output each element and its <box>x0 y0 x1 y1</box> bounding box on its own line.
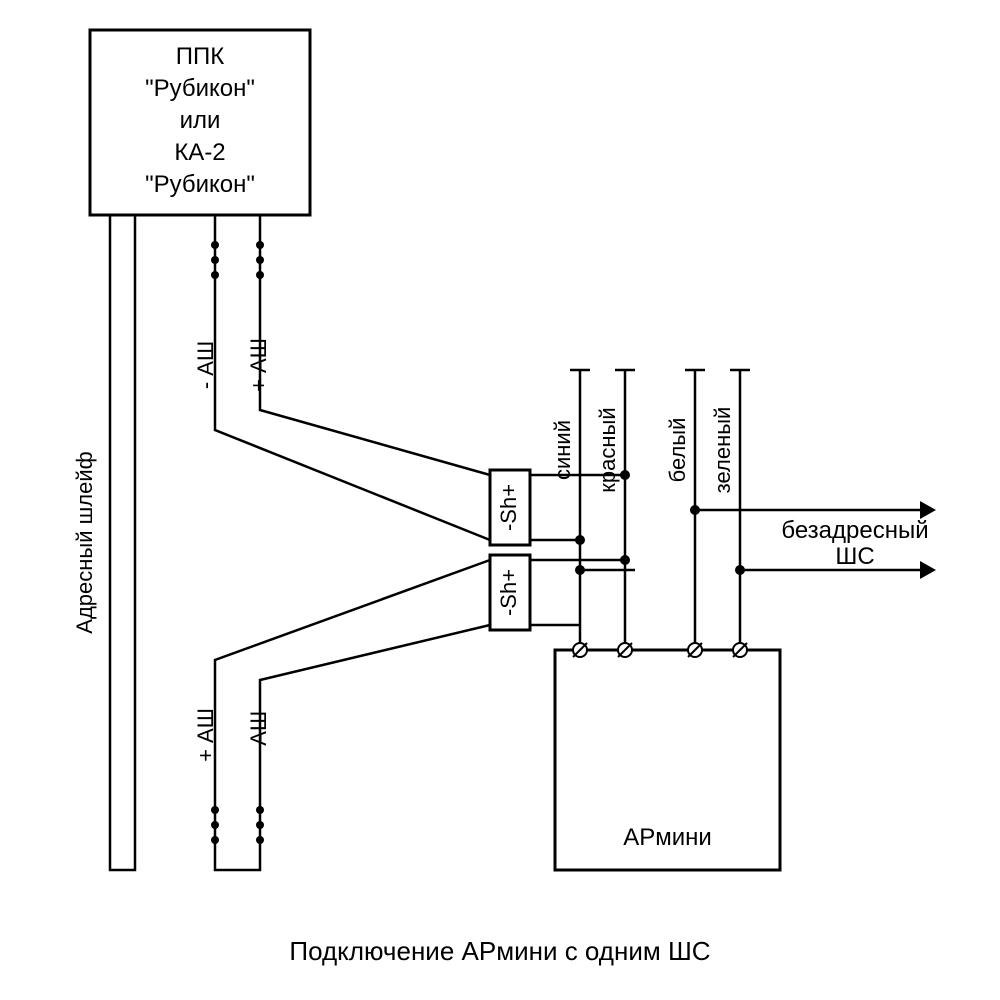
ppk-line: "Рубикон" <box>145 171 255 198</box>
color-1: красный <box>595 407 620 492</box>
ppk-line: КА-2 <box>174 139 225 166</box>
ppk-line: или <box>180 107 221 134</box>
ppk-line: "Рубикон" <box>145 75 255 102</box>
armini-label: АРмини <box>623 824 712 851</box>
address-loop-label: Адресный шлейф <box>72 451 97 633</box>
sh-label-1: -Sh+ <box>496 569 521 616</box>
ash-upper-plus: + АШ <box>246 338 271 392</box>
ash-lower-minus: - АШ <box>246 711 271 759</box>
sh-label-0: -Sh+ <box>496 484 521 531</box>
caption: Подключение АРмини с одним ШС <box>289 936 710 966</box>
ppk-line: ППК <box>176 43 225 70</box>
nonaddr-2: ШС <box>835 543 874 570</box>
color-3: зеленый <box>710 407 735 494</box>
ash-upper-minus: - АШ <box>193 341 218 389</box>
color-2: белый <box>665 418 690 483</box>
nonaddr-1: безадресный <box>781 517 928 544</box>
ash-lower-plus: + АШ <box>193 708 218 762</box>
color-0: синий <box>550 420 575 480</box>
address-loop <box>110 215 135 870</box>
